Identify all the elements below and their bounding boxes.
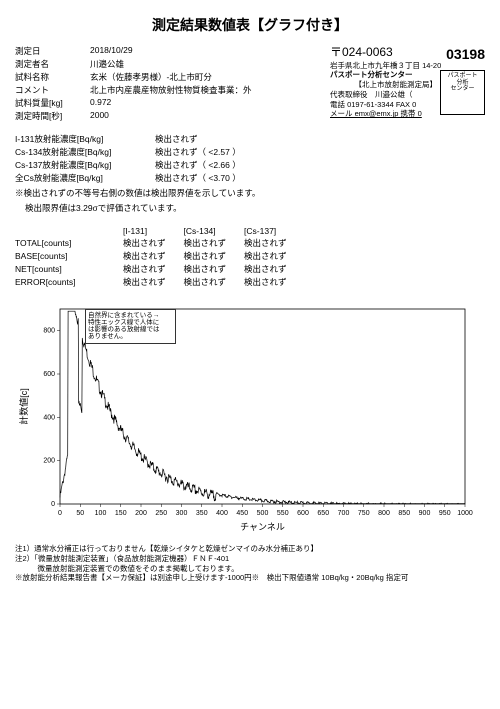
chart-svg: 0 50 100 150 200 250 300 350 400 450 500 550 600 650 7…	[15, 304, 475, 534]
note: 注1）通常水分補正は行っておりません【乾燥シイタケと乾燥ゼンマイのみ水分補正あり…	[15, 544, 485, 554]
row-label: BASE[counts]	[15, 250, 123, 263]
svg-text:500: 500	[257, 510, 269, 517]
svg-text:900: 900	[419, 510, 431, 517]
svg-text:300: 300	[176, 510, 188, 517]
cell: 検出されず	[123, 237, 184, 250]
svg-text:0: 0	[58, 510, 62, 517]
meta-val: 0.972	[90, 97, 330, 109]
svg-text:750: 750	[358, 510, 370, 517]
nuclide-label: Cs-137放射能濃度[Bq/kg]	[15, 159, 155, 171]
header-block: 測定日2018/10/29 測定者名川邉公雄 試料名称玄米（佐藤孝男様）-北上市…	[15, 45, 485, 123]
serial-number: 03198	[446, 45, 485, 63]
rep-label: 代表取締役	[330, 90, 368, 99]
cell: 検出されず	[184, 263, 245, 276]
cell: 検出されず	[123, 250, 184, 263]
meta-label: 測定日	[15, 45, 90, 57]
meta-val: 玄米（佐藤孝男様）-北上市町分	[90, 71, 330, 83]
meta-label: 試料質量[kg]	[15, 97, 90, 109]
svg-text:チャンネル: チャンネル	[240, 522, 285, 532]
chart-annotation: 自然界に含まれている→ 特性エックス線で人体に は影響のある放射線では ありませ…	[85, 309, 176, 344]
col-header: [I-131]	[123, 226, 184, 237]
meta-val: 2000	[90, 110, 330, 122]
counts-table: [I-131][Cs-134][Cs-137] TOTAL[counts]検出さ…	[15, 226, 305, 289]
org-info: 〒024-006303198 岩手県北上市九年橋３丁目 14-20 パスポート分…	[330, 45, 485, 123]
row-label: ERROR[counts]	[15, 276, 123, 289]
meta-val: 川邉公雄	[90, 58, 330, 70]
meta-val: 北上市内産農産物放射性物質検査事業：外	[90, 84, 330, 96]
row-label: TOTAL[counts]	[15, 237, 123, 250]
svg-text:計数値[c]: 計数値[c]	[18, 388, 29, 425]
nuclide-val: 検出されず（ <3.70 ）	[155, 172, 241, 184]
svg-text:950: 950	[439, 510, 451, 517]
meta-label: 試料名称	[15, 71, 90, 83]
cell: 検出されず	[244, 250, 305, 263]
nuclide-results: I-131放射能濃度[Bq/kg]検出されず Cs-134放射能濃度[Bq/kg…	[15, 133, 485, 214]
nuclide-val: 検出されず	[155, 133, 198, 145]
svg-text:1000: 1000	[457, 510, 473, 517]
meta-label: 測定時間[秒]	[15, 110, 90, 122]
svg-text:150: 150	[115, 510, 127, 517]
cell: 検出されず	[244, 237, 305, 250]
svg-text:450: 450	[236, 510, 248, 517]
cell: 検出されず	[123, 276, 184, 289]
col-header: [Cs-134]	[184, 226, 245, 237]
nuclide-val: 検出されず（ <2.57 ）	[155, 146, 241, 158]
svg-text:550: 550	[277, 510, 289, 517]
svg-text:250: 250	[155, 510, 167, 517]
svg-text:800: 800	[43, 328, 55, 335]
cell: 検出されず	[244, 263, 305, 276]
svg-text:700: 700	[338, 510, 350, 517]
row-label: NET[counts]	[15, 263, 123, 276]
nuclide-label: Cs-134放射能濃度[Bq/kg]	[15, 146, 155, 158]
nuclide-label: 全Cs放射能濃度[Bq/kg]	[15, 172, 155, 184]
nuclide-label: I-131放射能濃度[Bq/kg]	[15, 133, 155, 145]
note: 微量放射能測定装置での数値をそのまま掲載しております。	[15, 564, 485, 574]
footer-notes: 注1）通常水分補正は行っておりません【乾燥シイタケと乾燥ゼンマイのみ水分補正あり…	[15, 544, 485, 583]
meta-label: コメント	[15, 84, 90, 96]
spectrum-chart: 0 50 100 150 200 250 300 350 400 450 500 550 600 650 7…	[15, 304, 485, 536]
meta-label: 測定者名	[15, 58, 90, 70]
nuclide-val: 検出されず（ <2.66 ）	[155, 159, 241, 171]
rep-name: 川邉公雄（	[375, 90, 413, 99]
meta-table: 測定日2018/10/29 測定者名川邉公雄 試料名称玄米（佐藤孝男様）-北上市…	[15, 45, 330, 123]
svg-text:100: 100	[95, 510, 107, 517]
svg-text:0: 0	[51, 501, 55, 508]
cell: 検出されず	[184, 250, 245, 263]
page-title: 測定結果数値表【グラフ付き】	[15, 15, 485, 35]
note: ※放射能分析結果報告書【メーカ保証】は別途申し上受けます-1000円※ 検出下限…	[15, 573, 485, 583]
svg-text:600: 600	[43, 371, 55, 378]
cell: 検出されず	[184, 276, 245, 289]
postal: 〒024-0063	[330, 45, 393, 59]
note: 注2）「微量放射能測定装置」（食品放射能測定機器）ＦＮＦ-401	[15, 554, 485, 564]
company-seal: パスポート分析センター	[440, 70, 485, 115]
cell: 検出されず	[244, 276, 305, 289]
footnote: 検出限界値は3.29σで評価されています。	[25, 202, 485, 214]
svg-text:200: 200	[135, 510, 147, 517]
svg-text:800: 800	[378, 510, 390, 517]
svg-text:350: 350	[196, 510, 208, 517]
svg-text:400: 400	[216, 510, 228, 517]
col-header: [Cs-137]	[244, 226, 305, 237]
meta-val: 2018/10/29	[90, 45, 330, 57]
svg-text:400: 400	[43, 414, 55, 421]
cell: 検出されず	[184, 237, 245, 250]
cell: 検出されず	[123, 263, 184, 276]
svg-text:850: 850	[398, 510, 410, 517]
svg-text:650: 650	[317, 510, 329, 517]
footnote: ※検出されずの不等号右側の数値は検出限界値を示しています。	[15, 187, 485, 199]
svg-text:600: 600	[297, 510, 309, 517]
svg-text:200: 200	[43, 458, 55, 465]
svg-text:50: 50	[76, 510, 84, 517]
